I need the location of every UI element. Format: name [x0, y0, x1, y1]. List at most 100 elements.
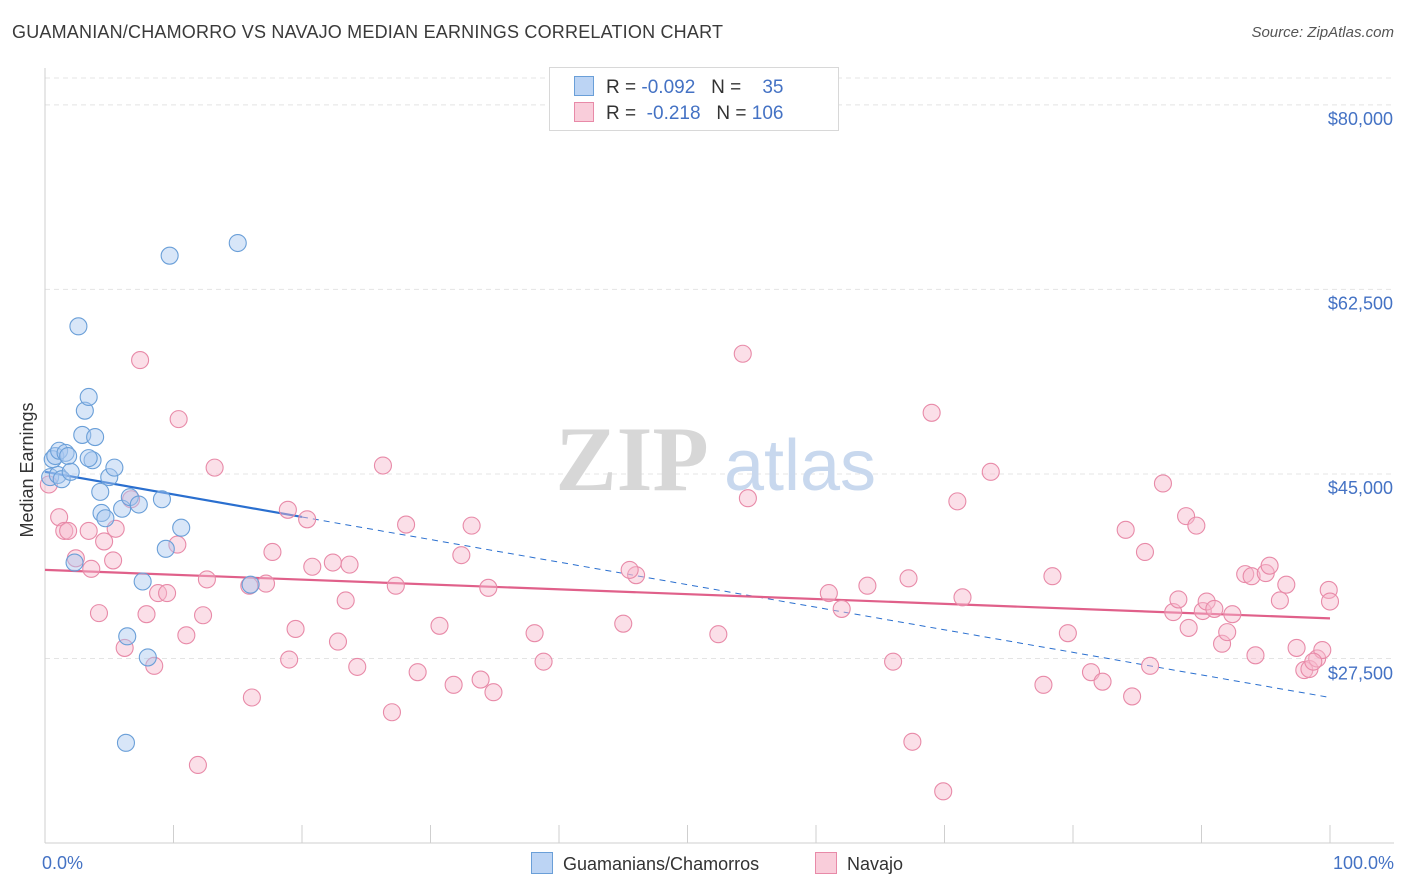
correlation-legend: R = -0.092 N = 35 R = -0.218 N = 106: [549, 67, 839, 131]
data-point-pink: [832, 599, 851, 618]
data-point-blue: [138, 648, 157, 667]
data-point-pink: [340, 555, 359, 574]
bottom-legend-label: Guamanians/Chamorros: [563, 854, 760, 874]
data-point-pink: [620, 560, 639, 579]
data-point-pink: [884, 652, 903, 671]
data-point-pink: [1319, 580, 1338, 599]
data-point-pink: [386, 576, 405, 595]
data-point-pink: [484, 683, 503, 702]
bottom-legend-navajo: Navajo: [815, 852, 903, 875]
data-point-blue: [56, 443, 75, 462]
data-point-blue: [241, 575, 260, 594]
watermark: ZIP atlas: [555, 408, 876, 510]
data-point-pink: [55, 521, 74, 540]
data-point-pink: [1223, 605, 1242, 624]
legend-n-value: 106: [751, 103, 784, 124]
data-point-pink: [738, 489, 757, 508]
watermark-zip: ZIP: [555, 408, 708, 510]
data-point-blue: [96, 509, 115, 528]
legend-r-value: -0.218: [646, 103, 701, 124]
data-point-pink: [899, 569, 918, 588]
data-point-pink: [328, 632, 348, 651]
data-point-pink: [131, 351, 150, 370]
data-point-blue: [172, 518, 191, 537]
data-point-pink: [953, 588, 972, 607]
x-tick-label-max: 100.0%: [1333, 853, 1394, 873]
data-point-pink: [534, 652, 553, 671]
legend-row-navajo: R = -0.218 N = 106: [574, 102, 783, 126]
data-point-pink: [934, 782, 953, 801]
y-tick-label: $62,500: [1328, 293, 1393, 313]
data-point-pink: [452, 546, 471, 565]
data-point-pink: [1153, 474, 1172, 493]
data-point-pink: [397, 515, 416, 534]
data-point-blue: [120, 488, 139, 507]
data-point-pink: [858, 576, 877, 595]
data-point-blue: [156, 539, 175, 558]
data-point-blue: [86, 427, 105, 447]
data-point-pink: [1043, 567, 1062, 586]
bottom-legend-label: Navajo: [847, 854, 904, 874]
data-point-pink: [188, 755, 207, 775]
bottom-legend-swatch-pink: [815, 852, 837, 874]
data-point-blue: [50, 441, 69, 460]
data-point-blue: [91, 482, 110, 501]
data-point-pink: [408, 663, 427, 682]
data-point-pink: [1236, 565, 1255, 584]
data-point-pink: [1320, 592, 1340, 611]
data-point-pink: [1242, 567, 1261, 586]
data-point-pink: [471, 670, 490, 689]
data-point-pink: [382, 703, 402, 722]
data-point-pink: [462, 516, 481, 535]
data-point-blue: [75, 401, 94, 420]
data-point-pink: [115, 638, 134, 657]
trend-line-solid-blue: [44, 470, 303, 519]
y-tick-label: $45,000: [1328, 478, 1393, 498]
data-point-pink: [50, 508, 69, 527]
data-point-pink: [168, 535, 187, 554]
data-point-pink: [242, 688, 261, 707]
legend-n-label: N =: [716, 103, 747, 124]
data-point-pink: [286, 619, 305, 639]
data-point-pink: [256, 574, 276, 593]
data-point-blue: [69, 317, 88, 336]
tick-labels: $80,000 $62,500 $45,000 $27,500 0.0% 100.0%: [42, 109, 1394, 873]
legend-n-label: N =: [711, 77, 742, 98]
data-point-pink: [1034, 675, 1053, 694]
legend-swatch-pink: [574, 102, 594, 122]
grid-lines: [45, 77, 1394, 659]
data-point-pink: [1135, 542, 1155, 562]
data-point-pink: [430, 616, 449, 635]
y-tick-label: $80,000: [1328, 109, 1393, 129]
legend-r-label: R =: [606, 77, 637, 98]
data-point-blue: [52, 470, 71, 489]
data-point-pink: [525, 624, 544, 643]
data-point-pink: [1277, 575, 1296, 594]
data-point-pink: [104, 551, 123, 570]
data-point-pink: [59, 521, 78, 540]
data-point-blue: [79, 387, 98, 407]
legend-swatch-blue: [574, 76, 594, 96]
bottom-legend-guamanian: Guamanians/Chamorros: [531, 852, 759, 875]
data-point-pink: [95, 532, 114, 551]
data-point-pink: [82, 559, 101, 578]
data-point-blue: [118, 627, 137, 646]
data-point-pink: [1287, 638, 1306, 657]
data-point-pink: [733, 344, 752, 363]
data-point-blue: [129, 495, 148, 514]
data-point-pink: [177, 626, 196, 645]
data-point-blue: [160, 246, 179, 265]
trend-line-pink: [44, 568, 1331, 620]
data-point-pink: [1260, 556, 1279, 575]
bottom-legend-swatch-blue: [531, 852, 553, 874]
data-point-pink: [1197, 592, 1216, 611]
data-point-pink: [298, 510, 317, 529]
watermark-atlas: atlas: [724, 426, 876, 506]
data-point-pink: [280, 650, 299, 669]
data-point-pink: [1141, 656, 1160, 675]
data-point-pink: [158, 584, 177, 603]
data-point-pink: [614, 614, 633, 633]
data-point-pink: [263, 542, 282, 562]
data-point-blue: [65, 553, 84, 572]
